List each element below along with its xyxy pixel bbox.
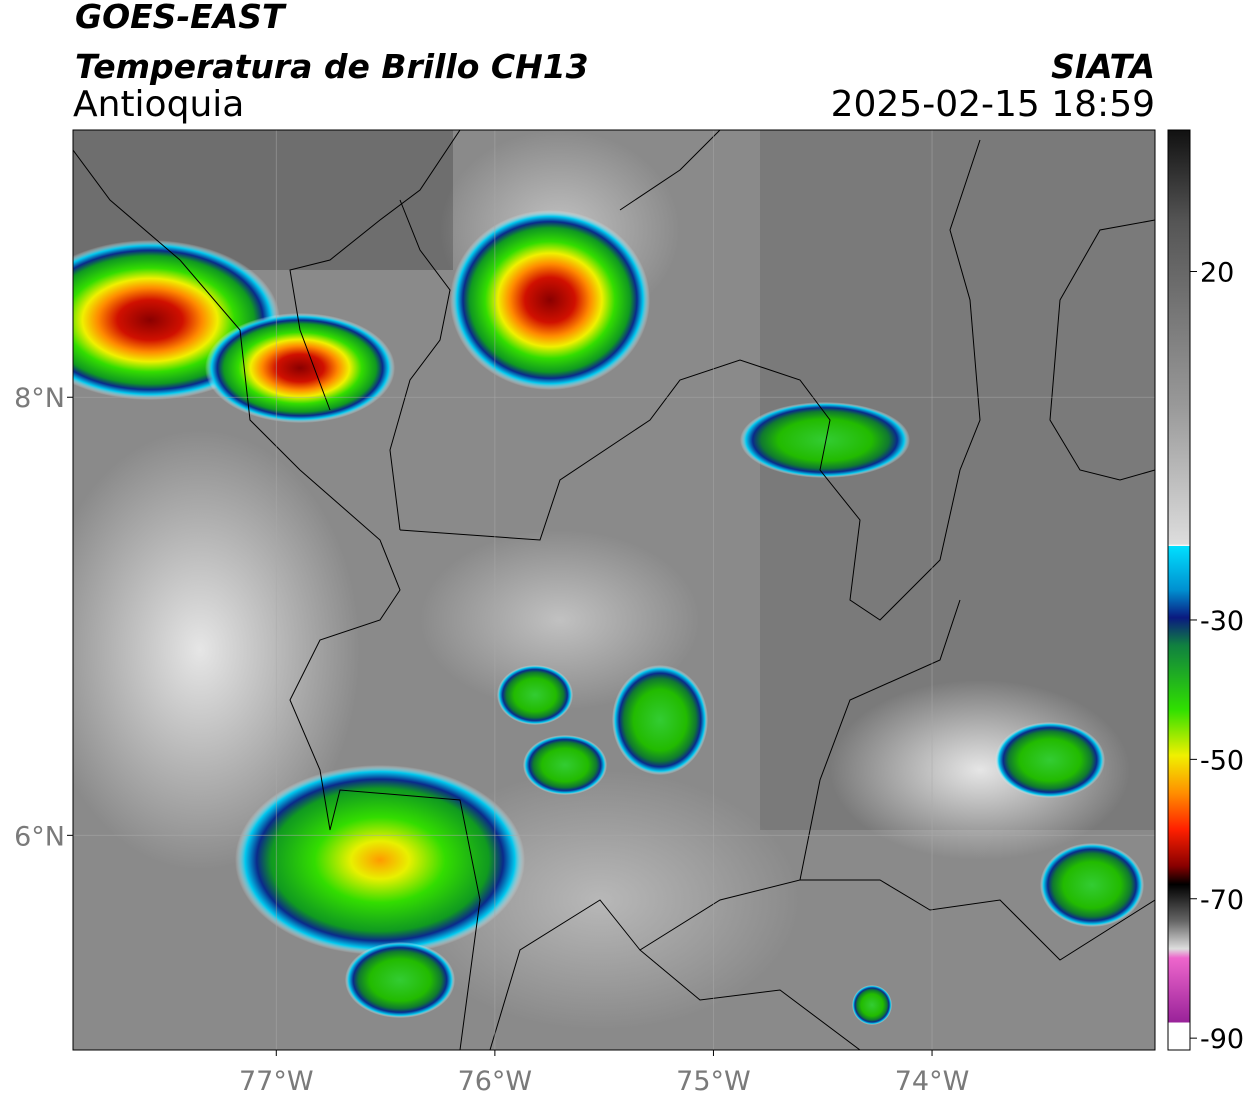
x-tick-label: 76°W xyxy=(458,1066,533,1097)
boundaries xyxy=(73,130,1155,1050)
colorbar xyxy=(1167,129,1191,1051)
x-tick-label: 75°W xyxy=(676,1066,751,1097)
y-tick-label: 6°N xyxy=(14,821,65,852)
colorbar-tick-label: -50 xyxy=(1200,745,1244,776)
colorbar-tick-label: -30 xyxy=(1200,606,1244,637)
x-tick-label: 74°W xyxy=(895,1066,970,1097)
graticule xyxy=(67,130,1155,1056)
y-tick-label: 8°N xyxy=(14,383,65,414)
satellite: GOES-EAST xyxy=(75,0,287,36)
colorbar-tick-label: 20 xyxy=(1200,257,1234,288)
colorbar-tick-label: -70 xyxy=(1200,885,1244,916)
map-frame xyxy=(72,129,1156,1051)
colorbar-tick-label: -90 xyxy=(1200,1024,1244,1055)
source: SIATA xyxy=(1051,47,1155,86)
datetime: 2025-02-15 18:59 xyxy=(831,84,1155,125)
product: Temperatura de Brillo CH13 xyxy=(75,47,589,86)
x-tick-label: 77°W xyxy=(239,1066,314,1097)
region: Antioquia xyxy=(73,84,244,125)
imagery xyxy=(73,130,1155,1050)
